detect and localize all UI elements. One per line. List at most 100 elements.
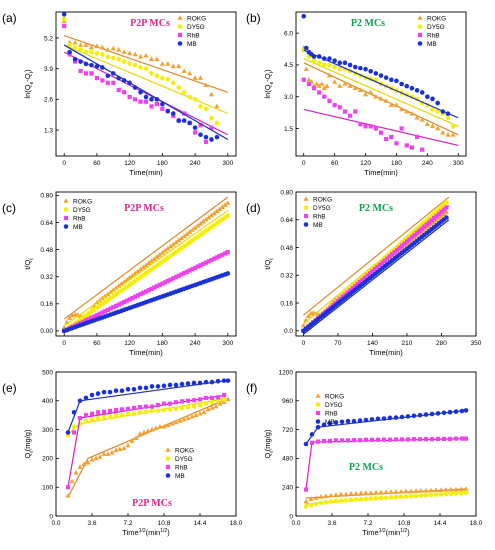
data-point-dy5g: [458, 490, 464, 496]
data-point-rhb: [399, 437, 405, 442]
data-point-rokg: [378, 96, 384, 101]
legend-label-mb: MB: [187, 41, 197, 48]
y-axis-label: ln(Qe-Qt): [263, 69, 275, 99]
data-point-rokg: [448, 486, 454, 492]
data-point-rhb: [171, 113, 176, 118]
data-point-dy5g: [322, 62, 327, 68]
data-point-dy5g: [165, 76, 171, 82]
data-point-rhb: [176, 273, 181, 278]
data-point-rhb: [315, 439, 321, 444]
data-point-rhb: [327, 438, 333, 444]
data-point-rhb: [409, 145, 415, 150]
x-tick-label: 0: [62, 340, 66, 347]
y-tick-label: 720: [282, 427, 293, 434]
data-point-dy5g: [323, 499, 329, 505]
data-point-rhb: [370, 269, 375, 274]
data-point-mb: [375, 416, 381, 422]
data-point-rokg: [445, 132, 451, 137]
data-point-rokg: [167, 243, 174, 249]
data-point-rokg: [414, 115, 420, 120]
data-point-rhb: [429, 437, 435, 442]
data-point-rokg: [94, 43, 100, 49]
data-point-mb: [137, 385, 143, 391]
data-point-rhb: [378, 130, 384, 135]
data-point-rhb: [160, 281, 165, 286]
data-point-rokg: [113, 447, 119, 453]
data-point-rhb: [214, 255, 220, 260]
legend-marker-mb: [303, 222, 309, 227]
data-point-rokg: [438, 213, 445, 219]
data-point-dy5g: [348, 497, 354, 503]
x-tick-label: 120: [124, 160, 135, 167]
data-point-rhb: [417, 228, 422, 234]
x-tick-label: 7.2: [123, 520, 132, 527]
data-point-rokg: [443, 487, 449, 492]
data-point-dy5g: [67, 42, 72, 48]
data-point-rhb: [127, 297, 132, 302]
x-tick-label: 240: [190, 160, 201, 167]
data-point-rokg: [73, 470, 79, 475]
data-point-rokg: [463, 486, 469, 491]
y-tick-label: 0.00: [40, 328, 53, 335]
data-point-dy5g: [373, 495, 379, 501]
data-point-rokg: [187, 70, 193, 76]
data-point-rhb: [355, 281, 360, 287]
legend-marker-mb: [315, 419, 321, 424]
data-point-rhb: [375, 437, 381, 442]
x-axis-label: Time(min): [129, 168, 163, 177]
data-point-rokg: [306, 76, 312, 82]
legend-label-rokg: ROKG: [313, 196, 332, 203]
data-point-mb: [203, 379, 209, 385]
data-point-mb: [176, 118, 182, 123]
data-point-rokg: [433, 217, 440, 222]
data-point-rokg: [83, 42, 89, 47]
y-tick-label: 100: [42, 485, 53, 492]
panel-title: P2P MCs: [124, 203, 164, 214]
y-axis-label: ln(Qe-Qt): [23, 69, 35, 99]
data-point-dy5g: [311, 58, 317, 64]
data-point-rhb: [154, 284, 160, 289]
panel-label: (f): [246, 381, 257, 395]
data-point-mb: [187, 120, 192, 126]
data-point-rhb: [404, 239, 410, 244]
data-point-dy5g: [149, 408, 155, 414]
panel-label: (c): [2, 201, 16, 215]
data-point-rhb: [342, 109, 348, 114]
data-point-rokg: [184, 231, 190, 236]
data-point-rokg: [403, 488, 409, 494]
data-point-rhb: [422, 224, 427, 229]
data-point-dy5g: [428, 492, 434, 498]
data-point-mb: [304, 45, 309, 51]
data-point-rhb: [322, 94, 327, 99]
data-point-mb: [225, 271, 231, 276]
data-point-dy5g: [463, 490, 469, 495]
data-point-rhb: [358, 279, 363, 285]
x-tick-label: 180: [391, 160, 402, 167]
legend-label-mb: MB: [427, 41, 437, 48]
data-point-rhb: [333, 438, 339, 443]
data-point-rokg: [308, 496, 314, 501]
data-point-rokg: [129, 438, 135, 443]
data-point-rhb: [327, 98, 332, 104]
x-tick-label: 7.2: [363, 520, 372, 527]
data-point-rokg: [333, 492, 339, 497]
plot-frame: [295, 11, 467, 157]
plot-frame: [55, 371, 237, 517]
y-tick-label: 400: [42, 398, 53, 405]
data-point-rokg: [436, 215, 442, 221]
data-point-rhb: [407, 237, 412, 242]
data-point-rokg: [148, 258, 155, 263]
plot-frame: [55, 11, 237, 157]
y-tick-label: 1200: [279, 369, 294, 376]
data-point-rhb: [427, 220, 432, 225]
data-point-rokg: [338, 491, 344, 497]
data-point-rokg: [303, 66, 309, 71]
data-point-mb: [185, 381, 191, 386]
data-point-mb: [404, 83, 410, 89]
data-point-dy5g: [333, 498, 339, 504]
data-point-mb: [105, 73, 111, 79]
data-point-rokg: [388, 102, 394, 107]
data-point-rhb: [155, 403, 161, 408]
data-point-dy5g: [101, 414, 107, 419]
data-point-mb: [131, 386, 137, 392]
